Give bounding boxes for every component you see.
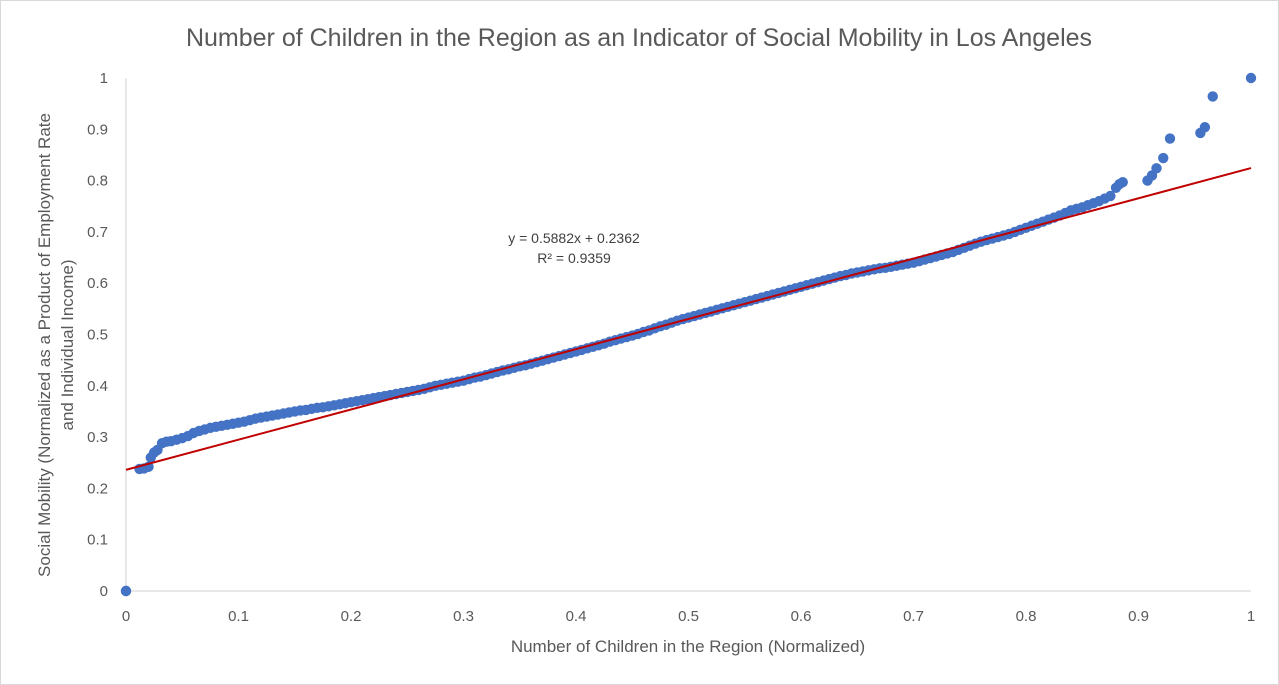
data-point [1105, 190, 1116, 202]
x-tick-label: 0.5 [678, 608, 699, 625]
x-tick-label: 0.9 [1128, 608, 1149, 625]
chart-title: Number of Children in the Region as an I… [186, 24, 1092, 52]
y-tick-label: 0.9 [87, 121, 108, 138]
y-axis-label-line-1: Social Mobility (Normalized as a Product… [35, 113, 54, 577]
x-tick-label: 0.1 [228, 608, 249, 625]
data-point [1158, 152, 1169, 164]
data-point [120, 585, 132, 597]
x-tick-label: 0 [122, 608, 130, 625]
x-tick-label: 0.3 [453, 608, 474, 625]
data-point [1245, 72, 1257, 84]
trendline [125, 167, 1252, 471]
y-tick-label: 0.2 [87, 480, 108, 497]
data-point [1117, 176, 1128, 188]
x-tick-label: 0.4 [566, 608, 587, 625]
y-tick-label: 0.8 [87, 173, 108, 190]
x-axis-label: Number of Children in the Region (Normal… [511, 637, 865, 656]
x-tick-label: 0.7 [903, 608, 924, 625]
x-tick-label: 0.6 [791, 608, 812, 625]
x-tick-label: 1 [1247, 608, 1255, 625]
x-tick-label: 0.8 [1016, 608, 1037, 625]
y-tick-label: 0.6 [87, 275, 108, 292]
y-axis-label-line-2: and Individual Income) [58, 259, 77, 430]
y-tick-label: 0.1 [87, 532, 108, 549]
data-point [1164, 133, 1176, 144]
y-tick-label: 0.4 [87, 378, 108, 395]
x-tick-labels: 0 0.1 0.2 0.3 0.4 0.5 0.6 0.7 0.8 0.9 1 [122, 608, 1255, 625]
y-tick-label: 1 [100, 70, 108, 87]
y-axis-title: Social Mobility (Normalized as a Product… [35, 113, 77, 577]
trendline-equation: y = 0.5882x + 0.2362 [508, 230, 640, 246]
y-tick-label: 0.5 [87, 327, 108, 344]
data-point [1207, 91, 1218, 102]
trendline-r-squared: R² = 0.9359 [537, 250, 611, 266]
y-tick-label: 0.3 [87, 429, 108, 446]
trendline-group [125, 167, 1252, 471]
y-tick-labels: 0 0.1 0.2 0.3 0.4 0.5 0.6 0.7 0.8 0.9 1 [87, 70, 108, 600]
axes [125, 78, 1251, 592]
y-tick-label: 0.7 [87, 224, 108, 241]
y-tick-label: 0 [100, 583, 108, 600]
data-point [1151, 163, 1162, 174]
data-point [1199, 122, 1211, 133]
x-tick-label: 0.2 [341, 608, 362, 625]
